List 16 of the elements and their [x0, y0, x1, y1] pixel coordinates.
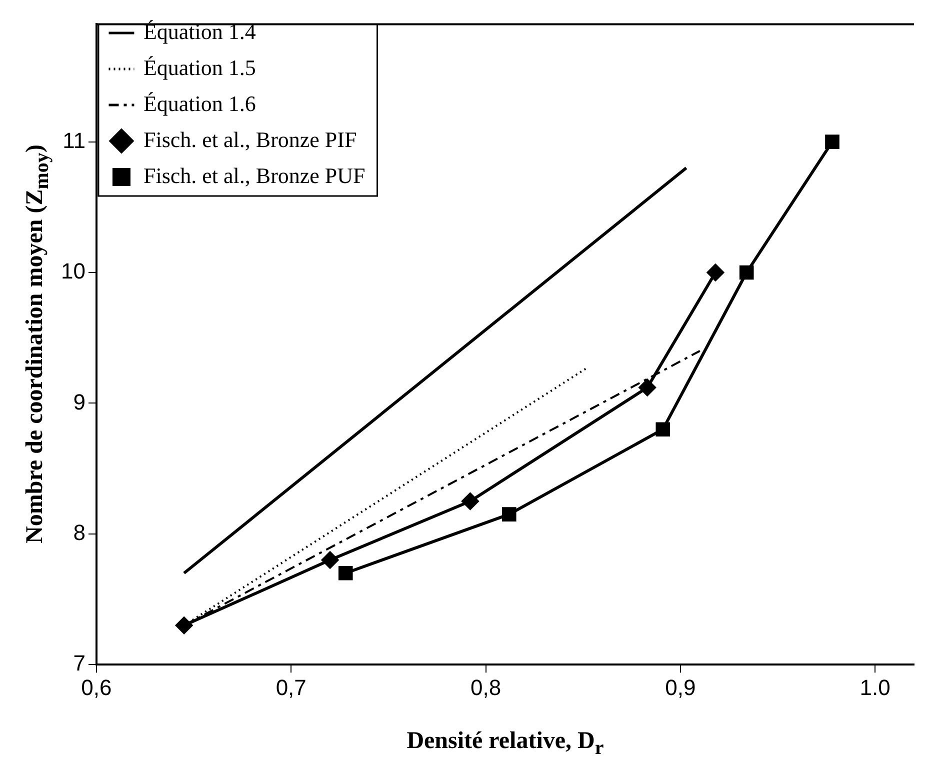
- legend-label: Équation 1.6: [143, 90, 256, 116]
- y-tick-label: 10: [60, 258, 86, 284]
- legend-label: Fisch. et al., Bronze PIF: [143, 126, 357, 152]
- x-tick-label: 0,8: [470, 674, 502, 700]
- x-tick-label: 1.0: [860, 674, 890, 700]
- y-tick-label: 7: [73, 650, 86, 676]
- y-tick-label: 9: [73, 389, 86, 414]
- x-axis-title: Densité relative, D$_{r}$: [406, 728, 605, 760]
- legend-label: Fisch. et al., Bronze PUF: [143, 162, 366, 188]
- legend-label: Équation 1.5: [143, 54, 256, 80]
- x-tick-label: 0,6: [81, 674, 112, 700]
- x-tick-label: 0,7: [276, 674, 306, 700]
- x-tick-label: 0,9: [665, 674, 696, 700]
- legend-label: Équation 1.4: [143, 18, 256, 44]
- y-tick-label: 11: [62, 128, 86, 153]
- y-tick-label: 8: [73, 520, 86, 545]
